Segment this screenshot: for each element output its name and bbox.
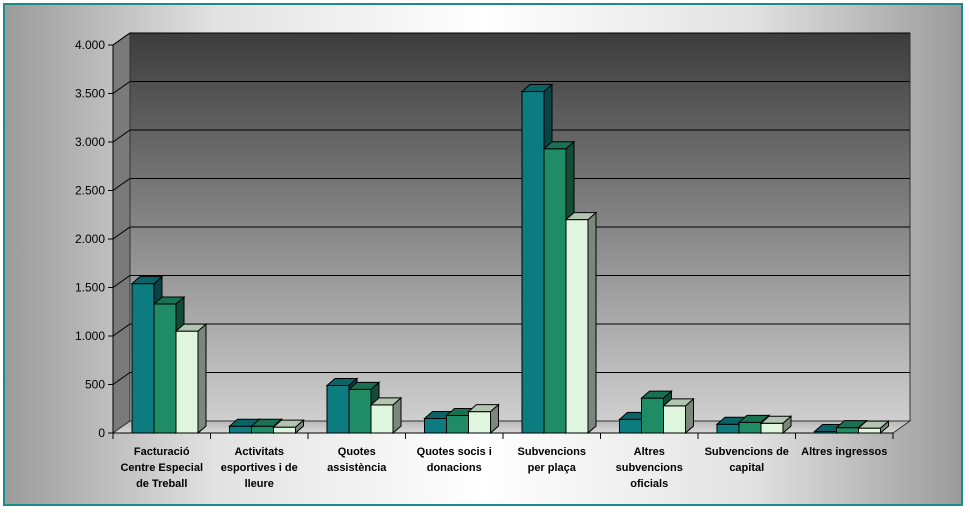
bar-top	[520, 84, 554, 93]
bar-top	[640, 390, 673, 399]
bar-top	[369, 397, 403, 406]
bar-side	[587, 211, 597, 435]
bar	[251, 425, 274, 434]
gridline-side	[112, 32, 131, 46]
y-tick-label: 2.000	[75, 232, 105, 246]
gridline-side	[112, 275, 131, 288]
bar	[663, 405, 686, 434]
bar-top	[152, 296, 186, 305]
bar-top	[250, 418, 283, 427]
x-category-label: Subvencions per plaça	[518, 446, 586, 474]
x-category-label: Quotes socis i donacions	[417, 446, 492, 474]
x-category-label: Quotes assistència	[327, 446, 387, 474]
bar-top	[130, 276, 164, 285]
bar-top	[737, 414, 771, 423]
gridline-side	[112, 178, 131, 191]
bar	[543, 148, 567, 434]
bar	[716, 423, 740, 434]
y-tick-label: 500	[85, 378, 105, 392]
bar	[858, 427, 881, 434]
bar	[521, 91, 545, 434]
bar-top	[857, 420, 890, 429]
x-category-label: Subvencions de capital	[705, 446, 789, 474]
y-tick-label: 3.000	[75, 135, 105, 149]
gridline-side	[112, 81, 131, 94]
bar	[836, 427, 859, 434]
y-tick-label: 0	[98, 426, 105, 440]
bar-top	[759, 415, 793, 424]
x-category-label: Altres ingressos	[801, 446, 887, 458]
bar	[446, 415, 469, 434]
x-category-label: Facturació Centre Especial de Treball	[120, 446, 203, 490]
gridline-side	[112, 372, 131, 385]
x-category-label: Activitats esportives i de lleure	[221, 446, 298, 490]
bar	[760, 422, 784, 434]
bar-top	[272, 419, 305, 428]
bar	[565, 219, 589, 434]
bar	[468, 411, 491, 434]
bar-top	[174, 323, 208, 332]
bar-top	[347, 381, 381, 390]
bar	[424, 417, 447, 434]
bar	[131, 283, 155, 434]
bar-top	[467, 404, 500, 413]
bar-top	[662, 398, 695, 407]
bar-top	[325, 377, 359, 386]
bar	[175, 330, 199, 434]
bar	[641, 397, 664, 434]
bar-top	[542, 141, 576, 150]
bar	[738, 421, 762, 434]
bar	[229, 425, 252, 434]
y-tick-label: 1.500	[75, 281, 105, 295]
y-tick-label: 4.000	[75, 38, 105, 52]
bar-side	[197, 323, 207, 435]
y-tick-label: 3.500	[75, 87, 105, 101]
x-category-label: Altres subvencions oficials	[616, 446, 683, 490]
bar	[619, 418, 642, 434]
gridline-side	[112, 323, 131, 337]
bar-top	[564, 212, 598, 221]
y-tick-label: 2.500	[75, 184, 105, 198]
bar	[273, 426, 296, 434]
bar	[326, 384, 350, 434]
bar	[153, 303, 177, 434]
bar	[370, 404, 394, 434]
gridline-side	[112, 129, 131, 143]
gridline-side	[112, 226, 131, 240]
bar	[348, 388, 372, 434]
y-tick-label: 1.000	[75, 329, 105, 343]
